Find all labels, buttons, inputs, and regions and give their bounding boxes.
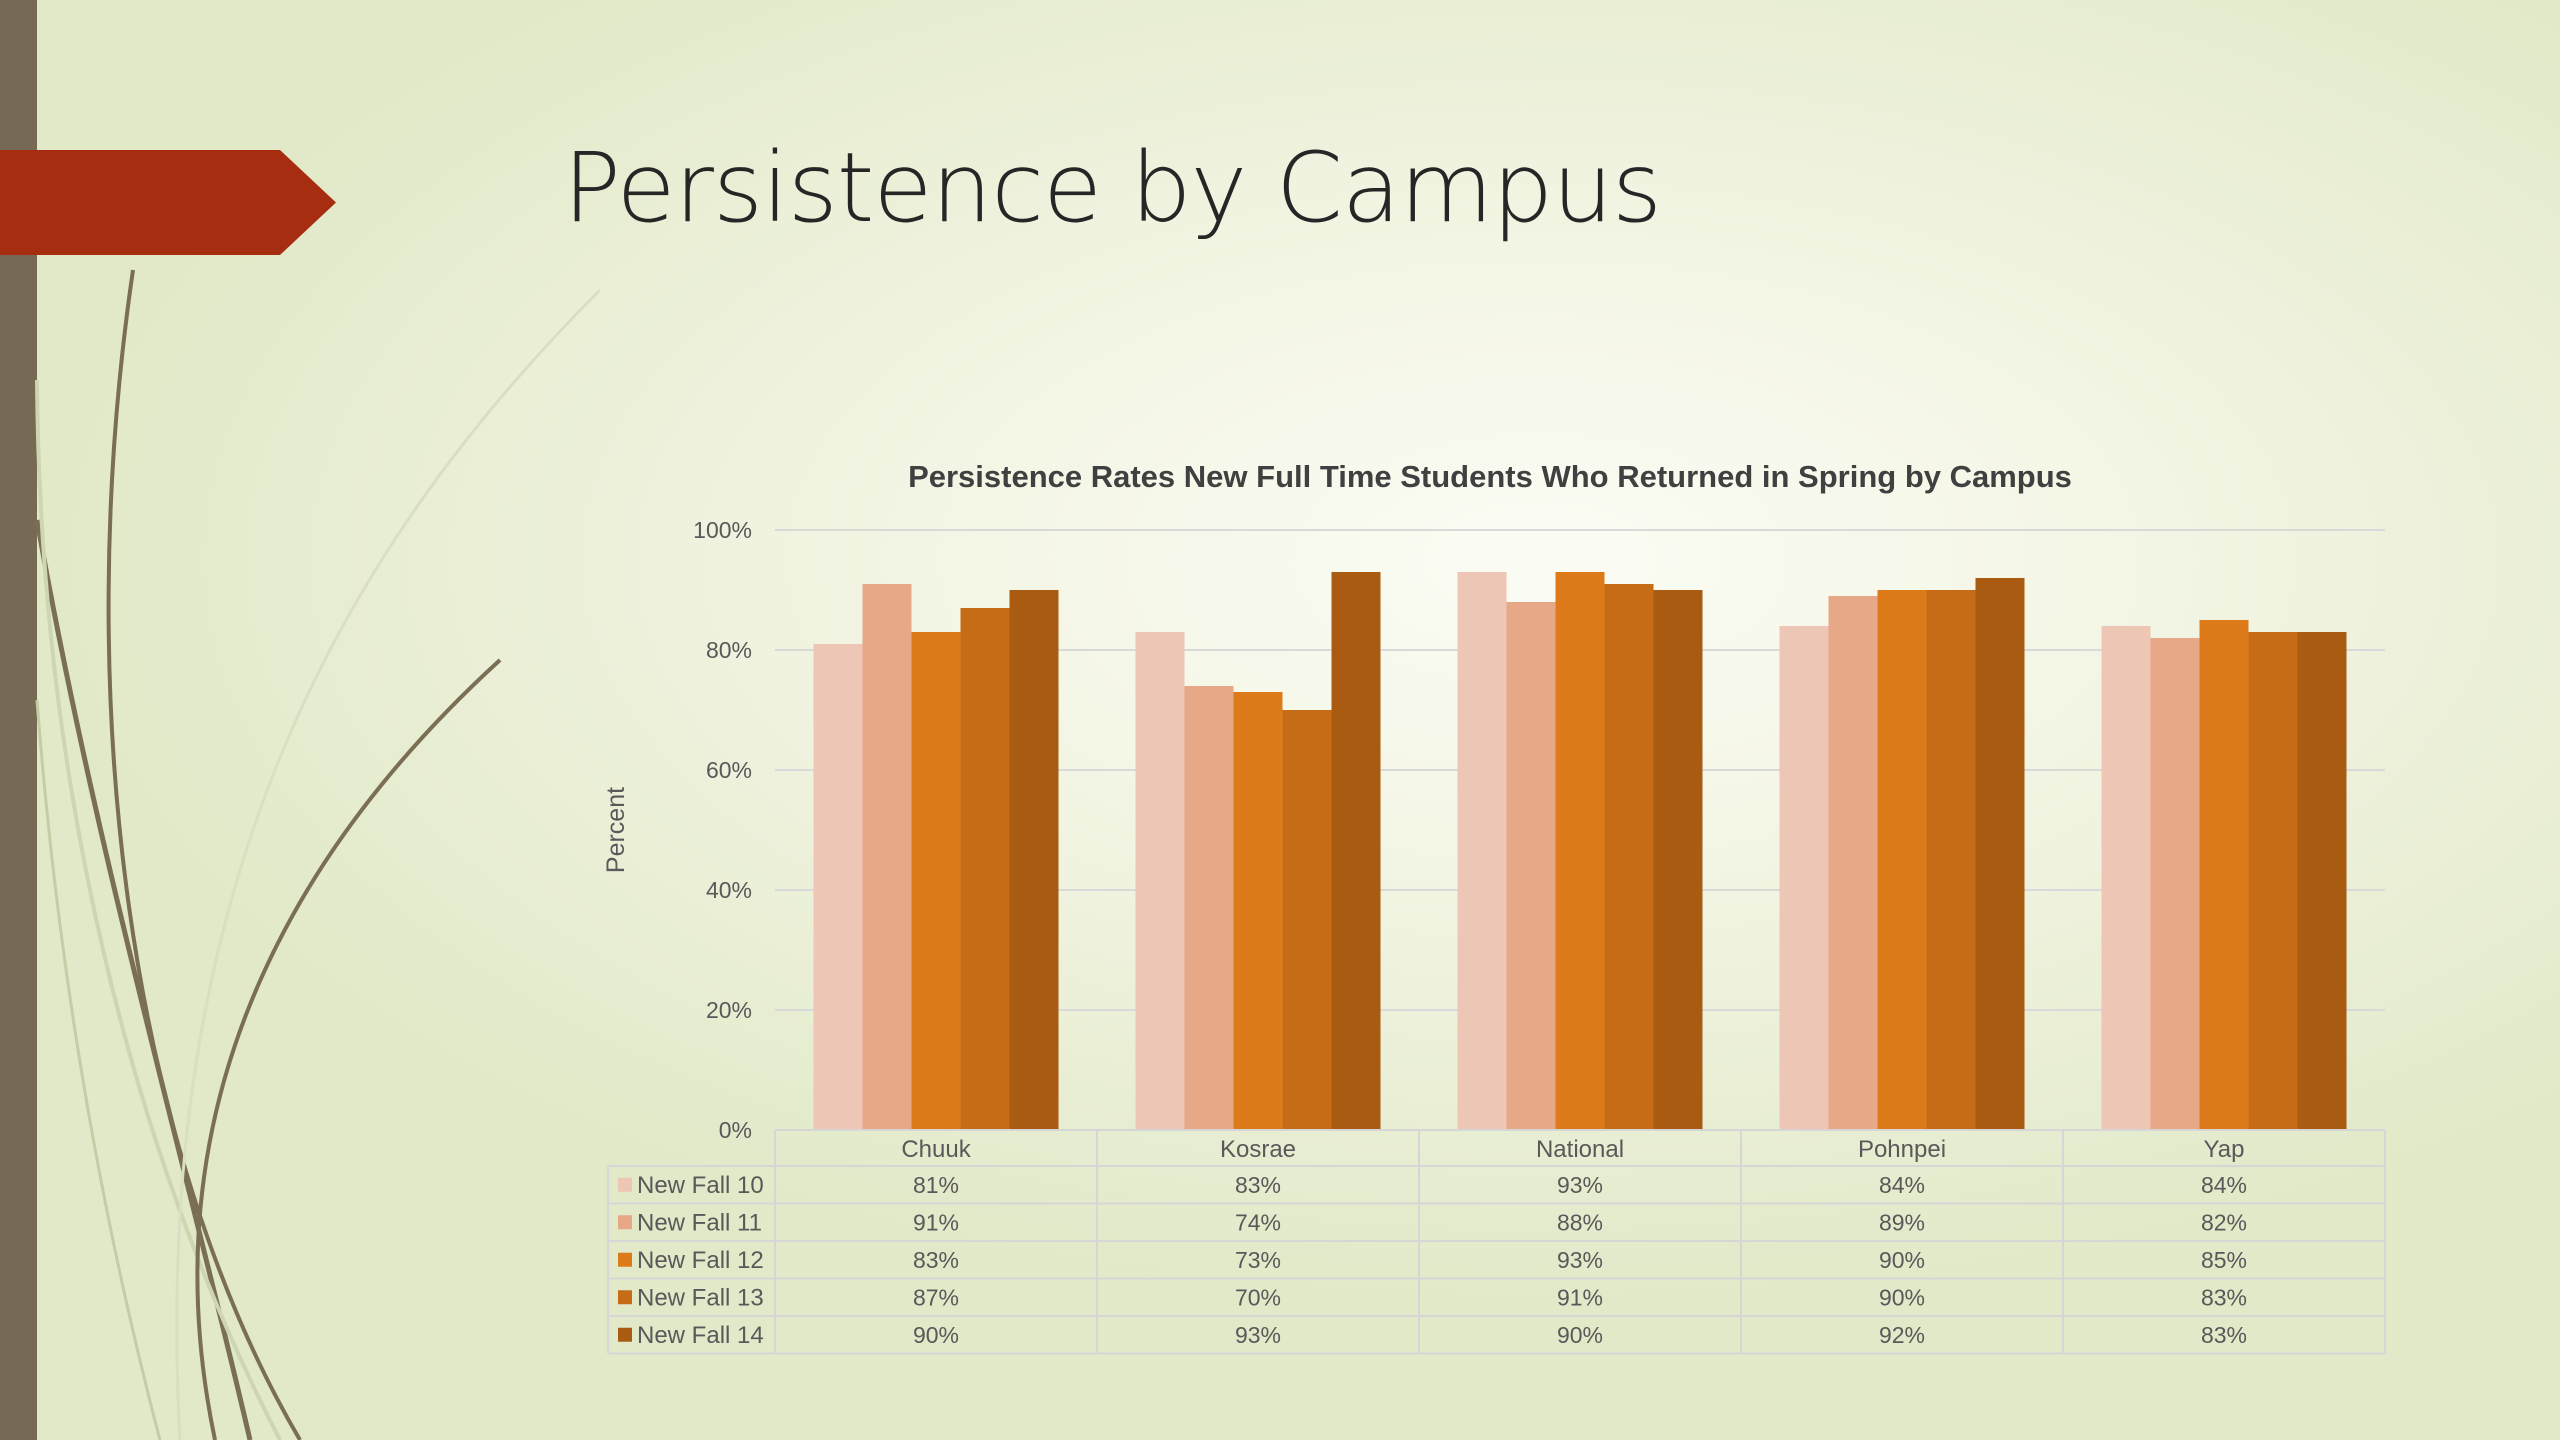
bar bbox=[1506, 602, 1556, 1130]
bar bbox=[1926, 590, 1976, 1130]
legend-key bbox=[618, 1327, 632, 1342]
series-label: New Fall 10 bbox=[637, 1172, 764, 1199]
decorative-curves bbox=[34, 269, 602, 1440]
data-label: 90% bbox=[913, 1322, 959, 1348]
data-label: 84% bbox=[1879, 1172, 1925, 1198]
data-label: 91% bbox=[913, 1209, 959, 1235]
data-label: 83% bbox=[2201, 1322, 2247, 1348]
data-label: 93% bbox=[1557, 1247, 1603, 1273]
category-label: Kosrae bbox=[1220, 1136, 1296, 1163]
y-tick-label: 80% bbox=[706, 637, 752, 663]
bar bbox=[1457, 572, 1507, 1130]
data-label: 83% bbox=[2201, 1284, 2247, 1310]
category-label: Chuuk bbox=[901, 1136, 971, 1163]
series-label: New Fall 13 bbox=[637, 1284, 764, 1311]
bar bbox=[2297, 632, 2347, 1130]
bar bbox=[960, 608, 1010, 1130]
bar bbox=[1282, 710, 1332, 1130]
data-label: 74% bbox=[1235, 1209, 1281, 1235]
data-label: 92% bbox=[1879, 1322, 1925, 1348]
series-label: New Fall 12 bbox=[637, 1247, 764, 1274]
data-label: 83% bbox=[913, 1247, 959, 1273]
bar bbox=[911, 632, 961, 1130]
data-label: 87% bbox=[913, 1284, 959, 1310]
data-label: 90% bbox=[1879, 1284, 1925, 1310]
bar bbox=[1555, 572, 1605, 1130]
chart-title: Persistence Rates New Full Time Students… bbox=[908, 459, 2072, 494]
bar bbox=[1975, 578, 2025, 1130]
slide-title: Persistence by Campus bbox=[563, 132, 1662, 244]
bar bbox=[1828, 596, 1878, 1130]
legend-key bbox=[618, 1215, 632, 1230]
y-tick-label: 60% bbox=[706, 757, 752, 783]
bar bbox=[1779, 626, 1829, 1130]
bar bbox=[2199, 620, 2249, 1130]
data-label: 90% bbox=[1879, 1247, 1925, 1273]
bar bbox=[1653, 590, 1703, 1130]
bar bbox=[1135, 632, 1185, 1130]
category-label: National bbox=[1536, 1136, 1624, 1163]
series-label: New Fall 14 bbox=[637, 1322, 764, 1349]
bar bbox=[1009, 590, 1059, 1130]
data-label: 82% bbox=[2201, 1209, 2247, 1235]
legend-key bbox=[618, 1177, 632, 1192]
y-tick-label: 40% bbox=[706, 877, 752, 903]
title-accent-tag bbox=[0, 150, 336, 255]
bar bbox=[813, 644, 863, 1130]
y-tick-label: 20% bbox=[706, 997, 752, 1023]
data-label: 93% bbox=[1235, 1322, 1281, 1348]
bar bbox=[2150, 638, 2200, 1130]
bar bbox=[2248, 632, 2298, 1130]
series-label: New Fall 11 bbox=[637, 1209, 762, 1236]
bar bbox=[1331, 572, 1381, 1130]
y-tick-label: 0% bbox=[719, 1117, 752, 1143]
y-axis-title: Percent bbox=[602, 787, 630, 873]
bar bbox=[1877, 590, 1927, 1130]
bar bbox=[2101, 626, 2151, 1130]
bar bbox=[1233, 692, 1283, 1130]
bar bbox=[862, 584, 912, 1130]
data-label: 83% bbox=[1235, 1172, 1281, 1198]
data-label: 91% bbox=[1557, 1284, 1603, 1310]
category-label: Yap bbox=[2204, 1136, 2245, 1163]
data-label: 85% bbox=[2201, 1247, 2247, 1273]
data-label: 88% bbox=[1557, 1209, 1603, 1235]
legend-key bbox=[618, 1290, 632, 1305]
data-label: 70% bbox=[1235, 1284, 1281, 1310]
bar bbox=[1184, 686, 1234, 1130]
bar bbox=[1604, 584, 1654, 1130]
legend-key bbox=[618, 1252, 632, 1267]
y-tick-label: 100% bbox=[693, 517, 752, 543]
data-label: 89% bbox=[1879, 1209, 1925, 1235]
data-label: 93% bbox=[1557, 1172, 1603, 1198]
data-label: 73% bbox=[1235, 1247, 1281, 1273]
category-label: Pohnpei bbox=[1858, 1136, 1946, 1163]
data-label: 81% bbox=[913, 1172, 959, 1198]
data-label: 84% bbox=[2201, 1172, 2247, 1198]
data-label: 90% bbox=[1557, 1322, 1603, 1348]
